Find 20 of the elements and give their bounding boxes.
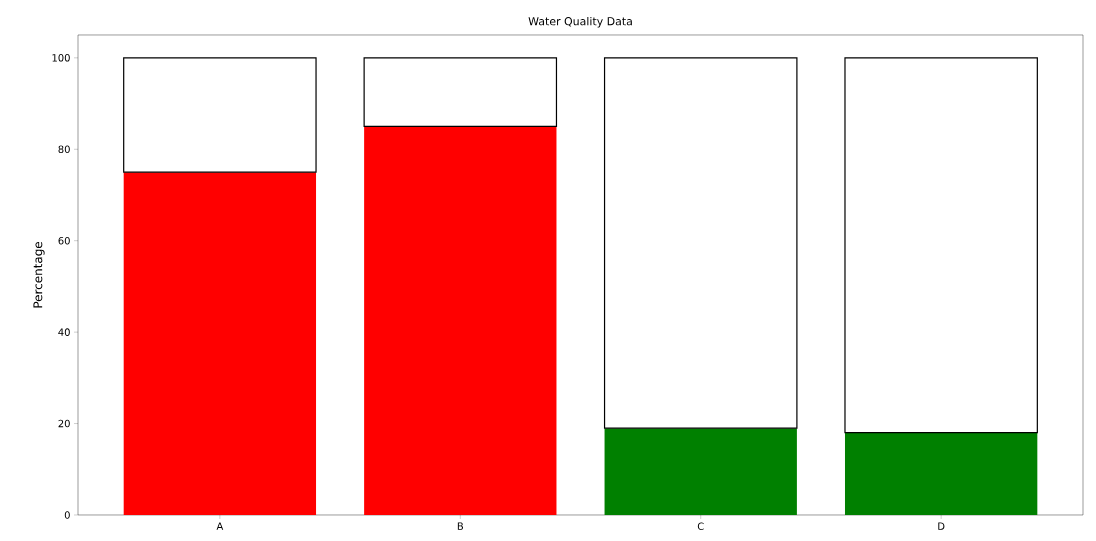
bar bbox=[364, 126, 557, 515]
y-tick-label: 60 bbox=[58, 236, 70, 245]
x-tick-label: D bbox=[938, 522, 945, 530]
y-tick-label: 0 bbox=[64, 511, 70, 519]
y-tick-label: 80 bbox=[58, 145, 70, 154]
x-tick-label: C bbox=[697, 522, 704, 531]
x-tick-label: B bbox=[457, 522, 464, 530]
bar bbox=[604, 428, 797, 515]
bar bbox=[844, 432, 1038, 515]
bar bbox=[123, 57, 317, 173]
y-tick-label: 100 bbox=[52, 54, 70, 62]
bar bbox=[844, 57, 1038, 434]
bar bbox=[363, 57, 558, 128]
chart-title: Water Quality Data bbox=[528, 16, 632, 28]
bar bbox=[123, 172, 317, 515]
y-axis-title: Percentage bbox=[33, 241, 45, 308]
bar bbox=[603, 57, 798, 429]
x-tick-label: A bbox=[216, 522, 224, 530]
y-tick-label: 40 bbox=[58, 328, 70, 336]
y-tick-label: 20 bbox=[58, 419, 70, 428]
